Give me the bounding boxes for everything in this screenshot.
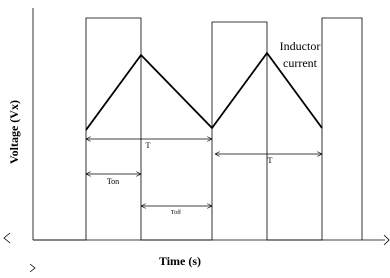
axis-arrow	[29, 263, 36, 273]
current-label: current	[283, 56, 318, 70]
period-label: T	[146, 141, 151, 150]
axis-arrow	[383, 234, 390, 246]
on-time-label: Ton	[107, 177, 119, 186]
inductor-current	[85, 51, 323, 131]
period-label: T	[268, 156, 273, 165]
x-axis-label: Time (s)	[159, 254, 201, 268]
axis-arrow	[3, 232, 11, 244]
voltage-pulses	[33, 17, 363, 241]
current-label: Inductor	[280, 39, 321, 53]
off-time-label: Toff	[171, 209, 181, 216]
y-axis-label: Voltage (Vx)	[7, 100, 21, 164]
